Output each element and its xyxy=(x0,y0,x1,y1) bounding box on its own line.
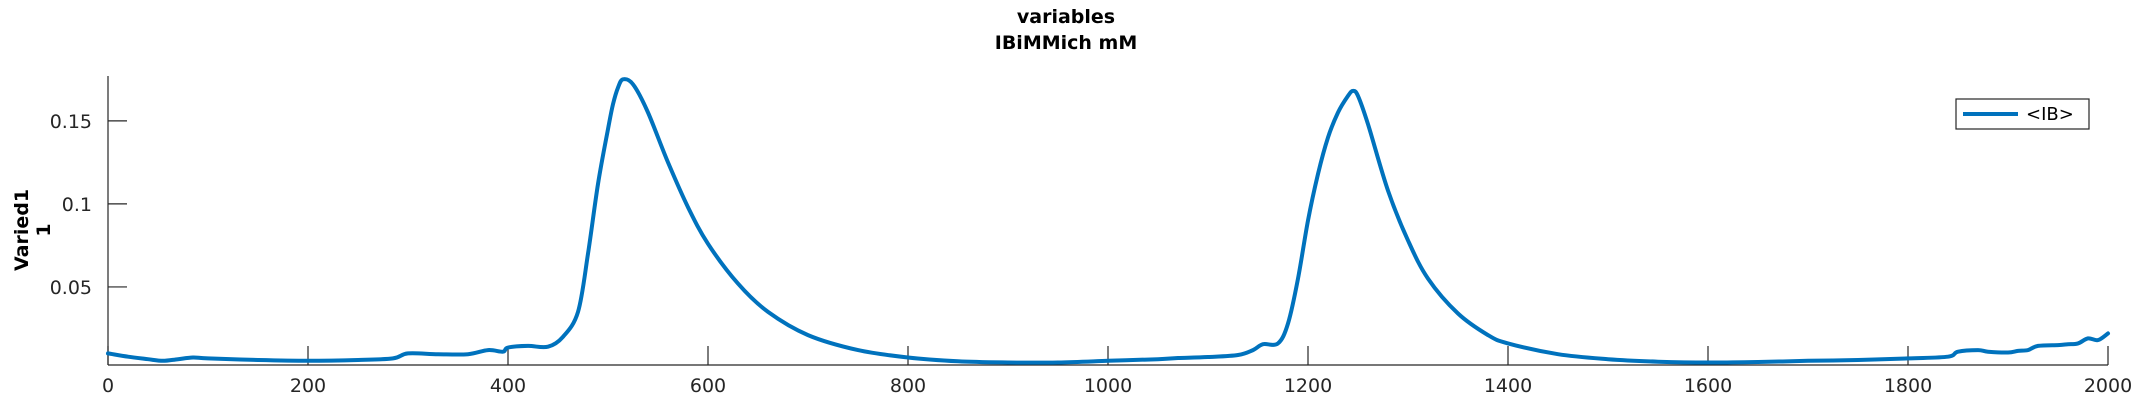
x-tick-label: 2000 xyxy=(2084,375,2132,397)
x-tick-label: 1200 xyxy=(1284,375,1332,397)
x-tick-label: 800 xyxy=(890,375,926,397)
legend-label: <IB> xyxy=(2026,104,2074,125)
x-tick-label: 1400 xyxy=(1484,375,1532,397)
x-tick-label: 1000 xyxy=(1084,375,1132,397)
x-tick-label: 1800 xyxy=(1884,375,1932,397)
x-tick-label: 400 xyxy=(490,375,526,397)
series-line-ib xyxy=(106,77,2110,365)
axes: 0 200 400 600 800 1000 1200 1400 1600 1800 2000 0.0… xyxy=(50,76,2132,397)
y-tick-label: 0.05 xyxy=(50,277,92,299)
y-tick-label: 0.15 xyxy=(50,111,92,133)
y-tick-label: 0.1 xyxy=(62,194,92,216)
y-axis-label-line1: Varied1 xyxy=(11,189,33,271)
legend: <IB> xyxy=(1955,98,2090,130)
y-axis-label-line2: 1 xyxy=(33,223,55,236)
x-tick-label: 1600 xyxy=(1684,375,1732,397)
x-tick-label: 200 xyxy=(290,375,326,397)
x-tick-label: 0 xyxy=(102,375,114,397)
chart-title: variables xyxy=(1017,6,1115,28)
chart-subtitle: IBiMMich mM xyxy=(995,32,1138,54)
series-layer xyxy=(106,77,2110,365)
x-tick-label: 600 xyxy=(690,375,726,397)
